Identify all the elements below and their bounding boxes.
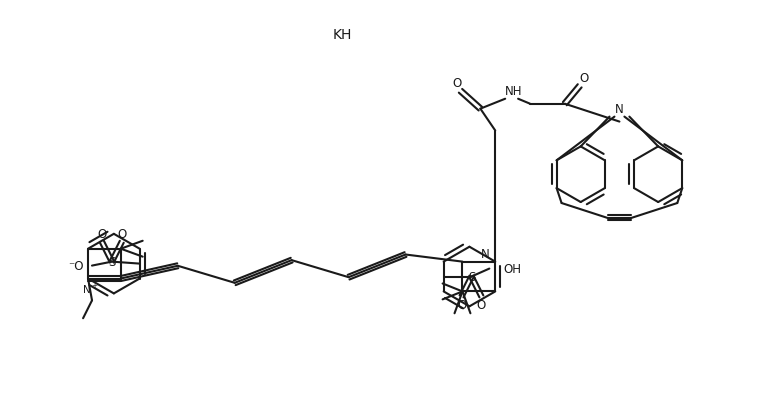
Text: S: S (108, 256, 116, 268)
Text: S: S (468, 271, 475, 283)
Text: ⁻O: ⁻O (68, 259, 84, 273)
Text: O: O (97, 228, 106, 241)
Text: N: N (615, 103, 624, 116)
Text: N$^+$: N$^+$ (81, 282, 99, 295)
Text: O: O (117, 228, 126, 241)
Text: NH: NH (504, 85, 522, 98)
Text: O: O (457, 298, 466, 311)
Text: KH: KH (333, 28, 352, 42)
Text: O: O (476, 298, 486, 311)
Text: O: O (452, 77, 461, 90)
Text: N: N (481, 247, 490, 261)
Text: O: O (579, 72, 588, 85)
Text: OH: OH (504, 262, 521, 275)
